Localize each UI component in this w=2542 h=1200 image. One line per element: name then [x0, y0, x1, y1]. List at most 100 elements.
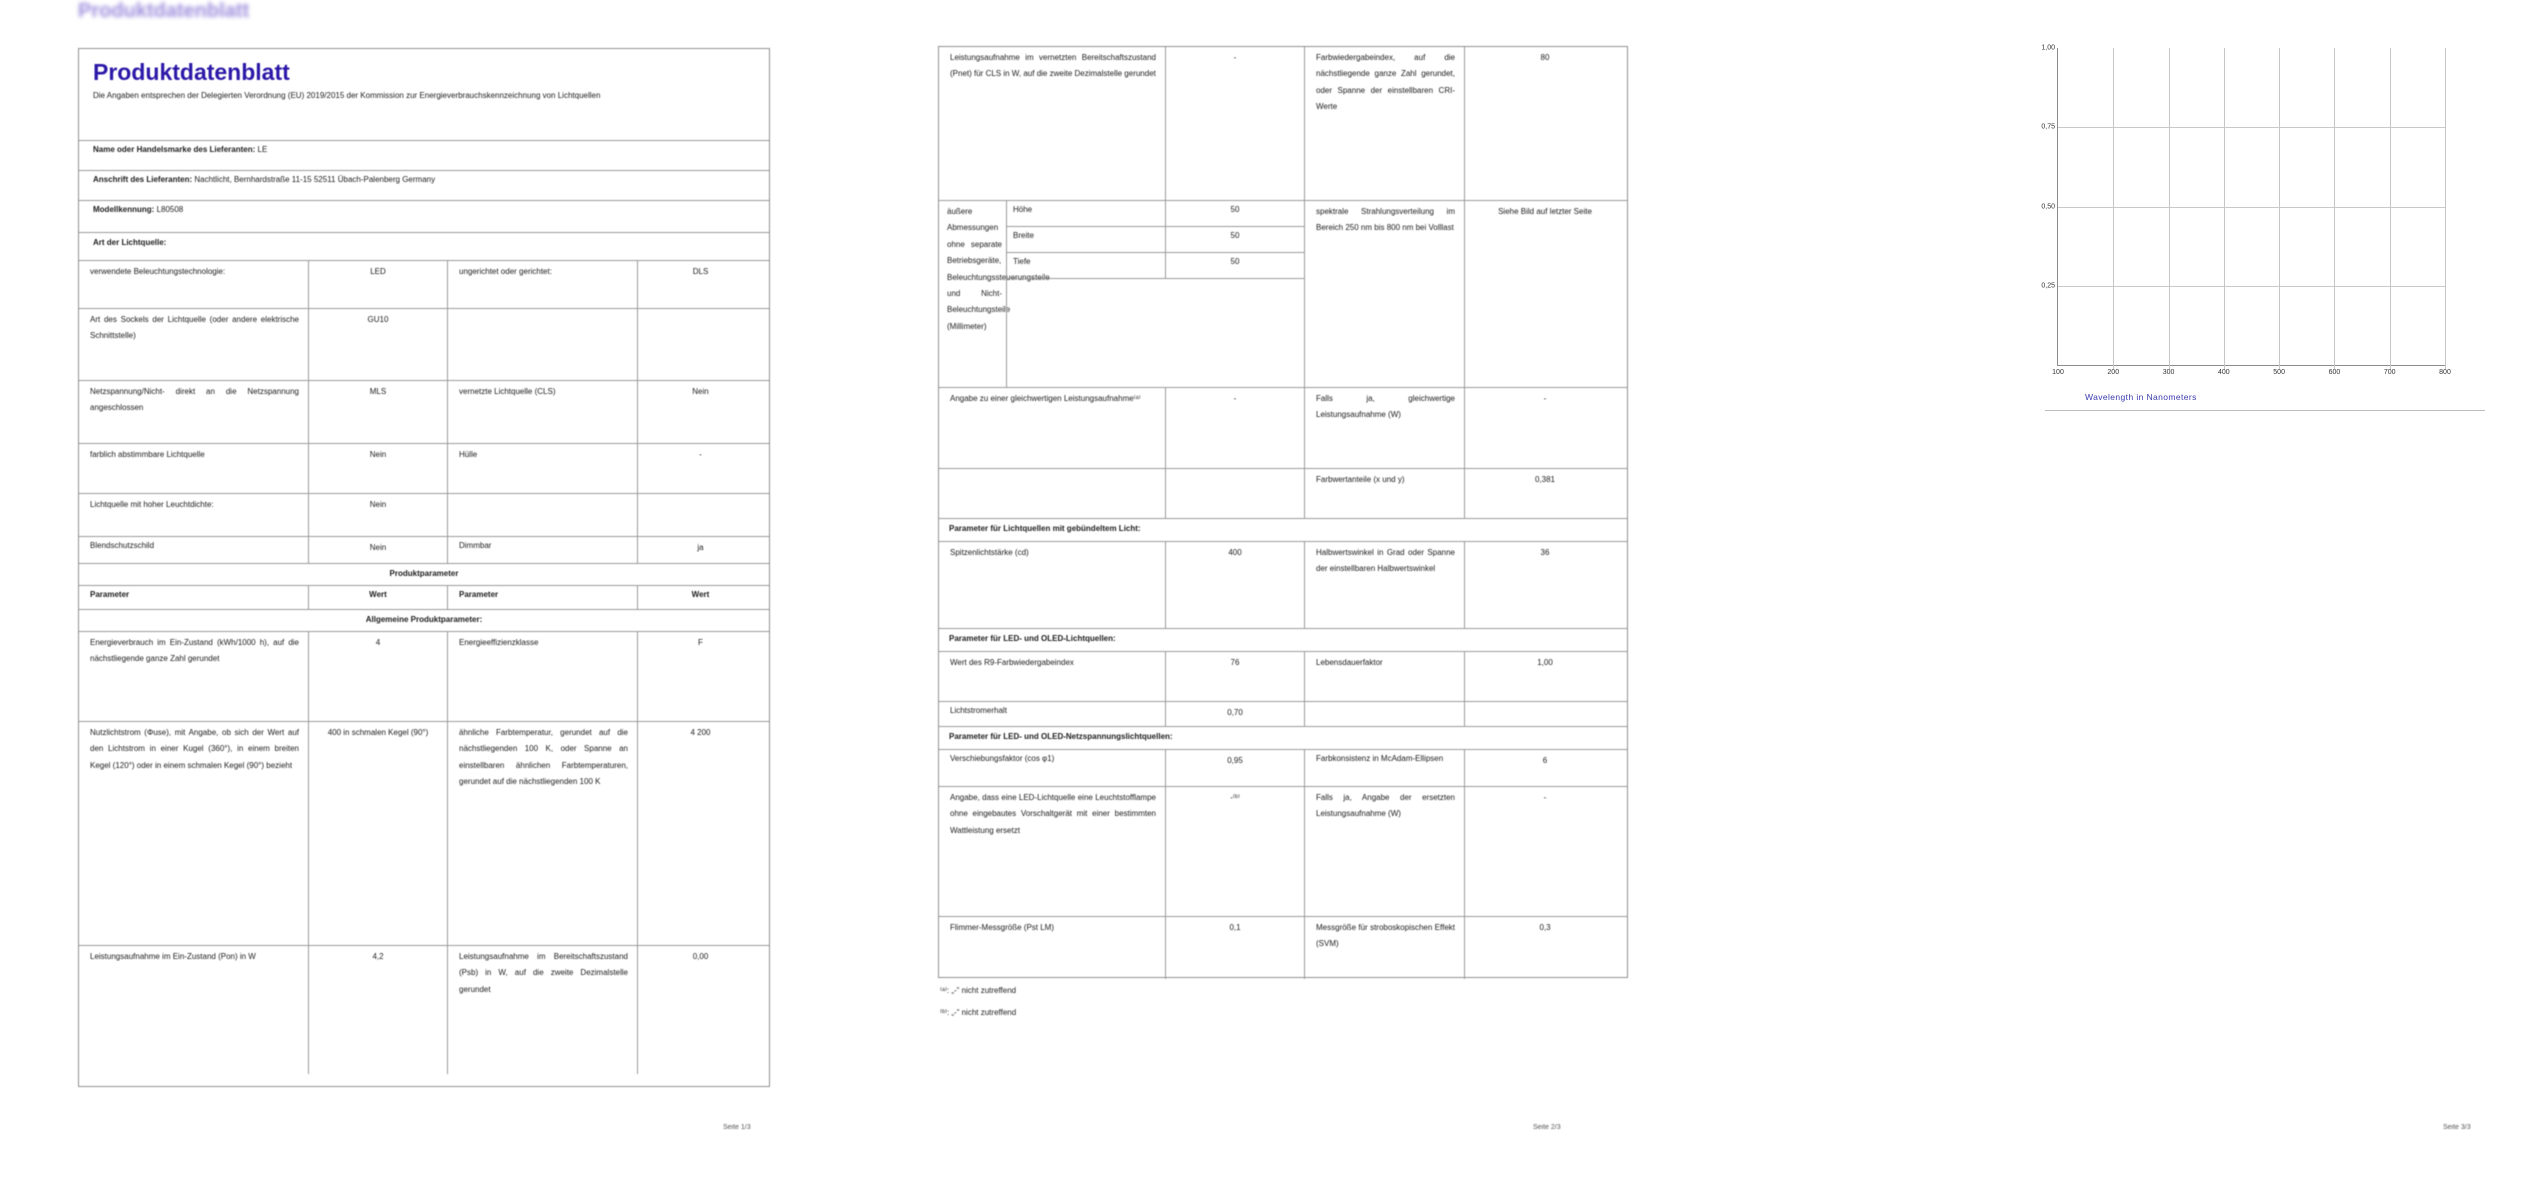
param-value: - — [1165, 388, 1304, 468]
param-label: Hülle — [447, 444, 637, 493]
dimension-name: Höhe — [1013, 205, 1033, 214]
param-label: Falls ja, gleichwertige Leistungsaufnahm… — [1304, 388, 1464, 468]
product-parameters-header: Produktparameter — [79, 564, 769, 586]
param-value: 400 in schmalen Kegel (90°) — [308, 722, 447, 945]
table-row: Nutzlichtstrom (Φuse), mit Angabe, ob si… — [79, 722, 769, 946]
table-row: Netzspannung/Nicht- direkt an die Netzsp… — [79, 381, 769, 444]
param-value: 76 — [1165, 652, 1304, 701]
param-value — [637, 494, 763, 536]
param-value: - — [1464, 388, 1625, 468]
param-value: LED — [308, 261, 447, 308]
gridline-h — [2058, 206, 2445, 208]
supplier-label: Name oder Handelsmarke des Lieferanten: — [93, 145, 256, 154]
x-axis-title: Wavelength in Nanometers — [2085, 392, 2197, 402]
regulation-intro-text: Die Angaben entsprechen der Delegierten … — [79, 86, 769, 141]
footnote-b: ⁽ᵇ⁾: „-“ nicht zutreffend — [940, 1008, 1017, 1017]
param-value: F — [637, 632, 763, 721]
param-label: Dimmbar — [447, 537, 637, 563]
column-header-row: Parameter Wert Parameter Wert — [79, 586, 769, 610]
supplier-row: Name oder Handelsmarke des Lieferanten: … — [79, 141, 769, 171]
x-axis-tick-label: 300 — [2162, 369, 2175, 376]
address-label: Anschrift des Lieferanten: — [93, 175, 193, 184]
param-value: 36 — [1464, 542, 1625, 628]
param-value: 4 200 — [637, 722, 763, 945]
param-label: äußere Abmessungen ohne separate Betrieb… — [947, 207, 1050, 331]
param-label: Blendschutzschild — [90, 541, 155, 550]
y-axis-tick-label: 0,75 — [2041, 123, 2055, 131]
param-label: Energieeffizienzklasse — [447, 632, 637, 721]
param-label: verwendete Beleuchtungstechnologie: — [90, 267, 226, 276]
gridline-v — [2168, 48, 2170, 369]
x-axis-tick-label: 600 — [2328, 369, 2341, 376]
param-value: 1,00 — [1464, 652, 1625, 701]
param-label — [1304, 702, 1464, 726]
section-header-led-oled: Parameter für LED- und OLED-Lichtquellen… — [939, 629, 1627, 652]
table-row: Leistungsaufnahme im Ein-Zustand (Pon) i… — [79, 946, 769, 1074]
param-label: Falls ja, Angabe der ersetzten Leistungs… — [1304, 787, 1464, 916]
gridline-v — [2113, 48, 2115, 369]
gridline-v — [2334, 48, 2336, 369]
x-axis-tick-label: 400 — [2218, 369, 2230, 376]
x-axis-tick-label: 700 — [2383, 369, 2396, 376]
param-label — [447, 309, 637, 380]
table-row: Flimmer-Messgröße (Pst LM) 0,1 Messgröße… — [939, 917, 1627, 979]
table-row: Tiefe 50 — [1007, 253, 1304, 279]
param-label — [939, 469, 1165, 518]
param-label: spektrale Strahlungsverteilung im Bereic… — [1304, 201, 1464, 387]
page-title: Produktdatenblatt — [93, 59, 290, 85]
param-value: -⁽ᵇ⁾ — [1165, 787, 1304, 916]
param-value: - — [637, 444, 763, 493]
model-value: L80508 — [156, 205, 184, 214]
column-header: Wert — [637, 586, 763, 609]
param-value: - — [1165, 47, 1304, 200]
param-label: Nutzlichtstrom (Φuse), mit Angabe, ob si… — [90, 728, 299, 770]
page-footer: Seite 3/3 — [2443, 1124, 2471, 1131]
table-row: Leistungsaufnahme im vernetzten Bereitsc… — [939, 47, 1627, 201]
page-footer: Seite 1/3 — [723, 1124, 751, 1131]
param-value: 0,3 — [1464, 917, 1625, 979]
table-row: Art des Sockels der Lichtquelle (oder an… — [79, 309, 769, 381]
dimension-value: 50 — [1165, 253, 1304, 278]
table-row: Lichtstromerhalt 0,70 — [939, 702, 1627, 727]
param-label: Farbkonsistenz in McAdam-Ellipsen — [1304, 750, 1464, 786]
dimensions-cell: äußere Abmessungen ohne separate Betrieb… — [939, 201, 1304, 387]
param-value: Nein — [308, 444, 447, 493]
param-value — [637, 309, 763, 380]
datasheet-page-1: Produktdatenblatt Die Angaben entspreche… — [78, 48, 770, 1087]
param-label: Art des Sockels der Lichtquelle (oder an… — [90, 315, 299, 341]
dimension-name: Breite — [1013, 231, 1034, 240]
section-header-directional: Parameter für Lichtquellen mit gebündelt… — [939, 519, 1627, 542]
column-header: Parameter — [447, 586, 637, 609]
table-row: Breite 50 — [1007, 227, 1304, 253]
y-axis-tick-label: 1,00 — [2041, 44, 2055, 52]
param-label: Farbwertanteile (x und y) — [1304, 469, 1464, 518]
footnote-a: ⁽ᵃ⁾: „-“ nicht zutreffend — [940, 986, 1017, 995]
param-label: Wert des R9-Farbwiedergabeindex — [950, 658, 1074, 667]
param-label: Messgröße für stroboskopischen Effekt (S… — [1304, 917, 1464, 979]
param-label: Netzspannung/Nicht- direkt an die Netzsp… — [90, 387, 299, 413]
param-value: 0,70 — [1165, 702, 1304, 726]
param-label: vernetzte Lichtquelle (CLS) — [447, 381, 637, 443]
table-row: Lichtquelle mit hoher Leuchtdichte: Nein — [79, 494, 769, 537]
param-label: Leistungsaufnahme im Ein-Zustand (Pon) i… — [90, 952, 256, 961]
param-label: Energieverbrauch im Ein-Zustand (kWh/100… — [90, 638, 299, 664]
model-label: Modellkennung: — [93, 205, 155, 214]
param-value: 400 — [1165, 542, 1304, 628]
dimension-name: Tiefe — [1013, 257, 1031, 266]
param-label: Farbwiedergabeindex, auf die nächstliege… — [1304, 47, 1464, 200]
address-row: Anschrift des Lieferanten: Nachtlicht, B… — [79, 171, 769, 201]
page-footer: Seite 2/3 — [1533, 1124, 1561, 1131]
light-source-type-header: Art der Lichtquelle: — [79, 233, 769, 261]
x-axis-tick-label: 200 — [2107, 369, 2120, 376]
datasheet-page-2: Leistungsaufnahme im vernetzten Bereitsc… — [938, 46, 1628, 979]
chart-plot-area: 1,00 0,75 0,50 0,25 100 200 300 400 500 … — [2041, 45, 2450, 377]
param-label: Angabe, dass eine LED-Lichtquelle eine L… — [950, 793, 1156, 835]
dimension-value: 50 — [1165, 201, 1304, 226]
gridline-v — [2223, 48, 2225, 369]
param-label: ungerichtet oder gerichtet: — [447, 261, 637, 308]
table-row: Energieverbrauch im Ein-Zustand (kWh/100… — [79, 632, 769, 722]
table-row: Höhe 50 — [1007, 201, 1304, 227]
y-axis-tick-label: 0,25 — [2041, 282, 2055, 290]
param-value: 4,2 — [308, 946, 447, 1074]
